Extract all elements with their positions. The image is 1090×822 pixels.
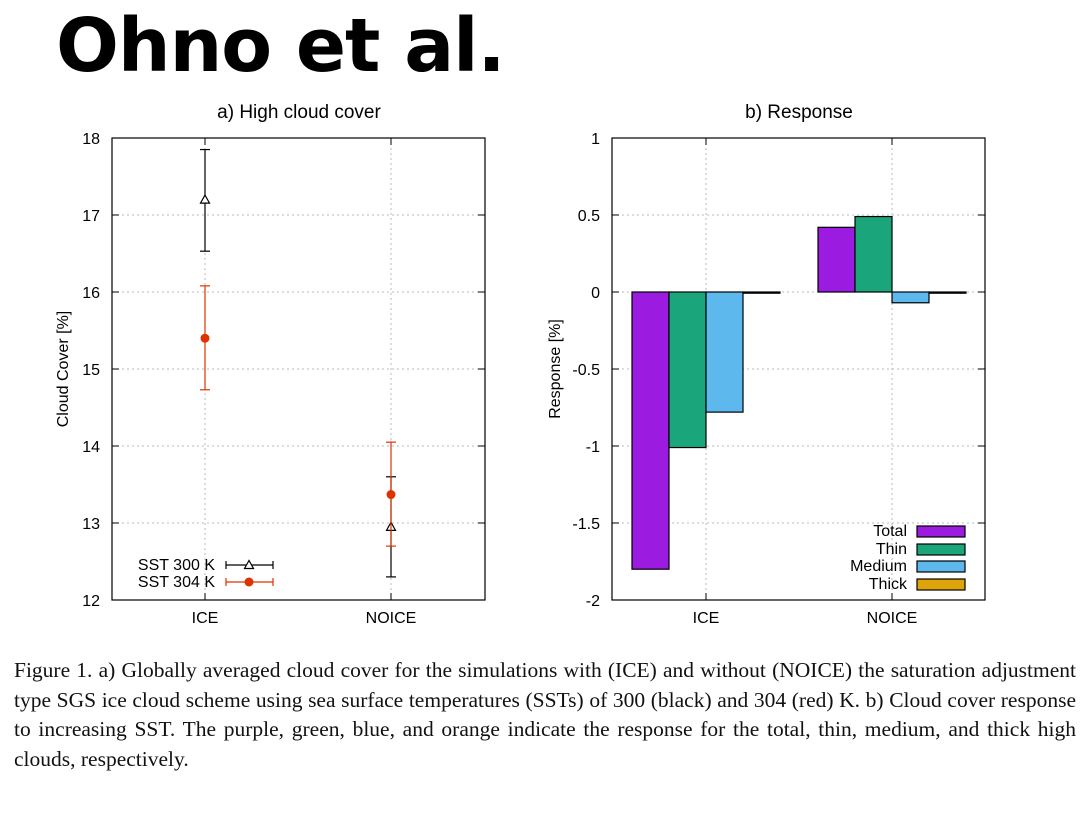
legend-marker-triangle bbox=[243, 559, 255, 570]
data-point-circle bbox=[200, 333, 210, 343]
ytick-label: 1 bbox=[591, 131, 600, 148]
legend-label: SST 300 K bbox=[138, 557, 215, 574]
legend-label: Thick bbox=[869, 576, 908, 593]
data-point-circle bbox=[386, 490, 396, 500]
ytick-label: -0.5 bbox=[572, 362, 600, 379]
panel-a-grid bbox=[112, 138, 485, 600]
legend-swatch bbox=[916, 578, 966, 591]
ytick-label: -1 bbox=[586, 439, 600, 456]
xtick-label: ICE bbox=[693, 610, 720, 627]
bar-thin bbox=[854, 215, 893, 293]
panel-b-title: b) Response bbox=[745, 102, 853, 123]
bar-total bbox=[817, 226, 856, 293]
panel-b-xticks: ICE NOICE bbox=[693, 138, 918, 627]
ytick-label: 15 bbox=[82, 362, 100, 379]
ytick-label: 14 bbox=[82, 439, 100, 456]
legend-marker-circle bbox=[244, 577, 254, 587]
ytick-label: 12 bbox=[82, 593, 100, 610]
legend-swatch bbox=[916, 525, 966, 538]
panel-a-ylabel: Cloud Cover [%] bbox=[55, 311, 72, 428]
panel-a-marks bbox=[199, 148, 397, 578]
bar-total bbox=[631, 291, 670, 570]
bar-thin bbox=[668, 291, 707, 449]
xtick-label: NOICE bbox=[366, 610, 417, 627]
ytick-label: 18 bbox=[82, 131, 100, 148]
panel-a-title: a) High cloud cover bbox=[217, 102, 381, 123]
ytick-label: 0 bbox=[591, 285, 600, 302]
bar-medium bbox=[891, 291, 930, 304]
ytick-label: 17 bbox=[82, 208, 100, 225]
data-point-triangle bbox=[199, 193, 211, 204]
bar-thick bbox=[928, 291, 967, 294]
legend-label: Medium bbox=[850, 558, 907, 575]
legend-label: SST 304 K bbox=[138, 574, 215, 591]
legend-label: Thin bbox=[876, 541, 907, 558]
xtick-label: ICE bbox=[192, 610, 219, 627]
legend-swatch bbox=[916, 560, 966, 573]
panel-b-response: b) Response -2 -1.5 -1 -0.5 0 0.5 1 ICE NOICE R… bbox=[547, 102, 986, 627]
figure-caption: Figure 1. a) Globally averaged cloud cov… bbox=[14, 658, 1076, 771]
panel-a-cloud-cover: a) High cloud cover 12 13 14 15 16 17 18 ICE NO… bbox=[55, 102, 486, 627]
ytick-label: -2 bbox=[586, 593, 600, 610]
ytick-label: -1.5 bbox=[572, 516, 600, 533]
figure-charts: a) High cloud cover 12 13 14 15 16 17 18 ICE NO… bbox=[55, 102, 986, 627]
panel-a-yticks: 12 13 14 15 16 17 18 bbox=[82, 131, 485, 610]
panel-b-yticks: -2 -1.5 -1 -0.5 0 0.5 1 bbox=[572, 131, 985, 610]
ytick-label: 0.5 bbox=[578, 208, 600, 225]
panel-a-xticks: ICE NOICE bbox=[192, 138, 417, 627]
xtick-label: NOICE bbox=[867, 610, 918, 627]
ytick-label: 13 bbox=[82, 516, 100, 533]
panel-a-frame bbox=[111, 137, 486, 601]
legend-label: Total bbox=[873, 523, 907, 540]
bar-medium bbox=[705, 291, 744, 413]
panel-b-bars bbox=[631, 215, 967, 570]
bar-thick bbox=[742, 291, 781, 294]
ytick-label: 16 bbox=[82, 285, 100, 302]
panel-b-ylabel: Response [%] bbox=[547, 319, 564, 419]
page-title: Ohno et al. bbox=[56, 3, 506, 89]
panel-b-frame bbox=[611, 137, 986, 601]
legend-swatch bbox=[916, 543, 966, 556]
